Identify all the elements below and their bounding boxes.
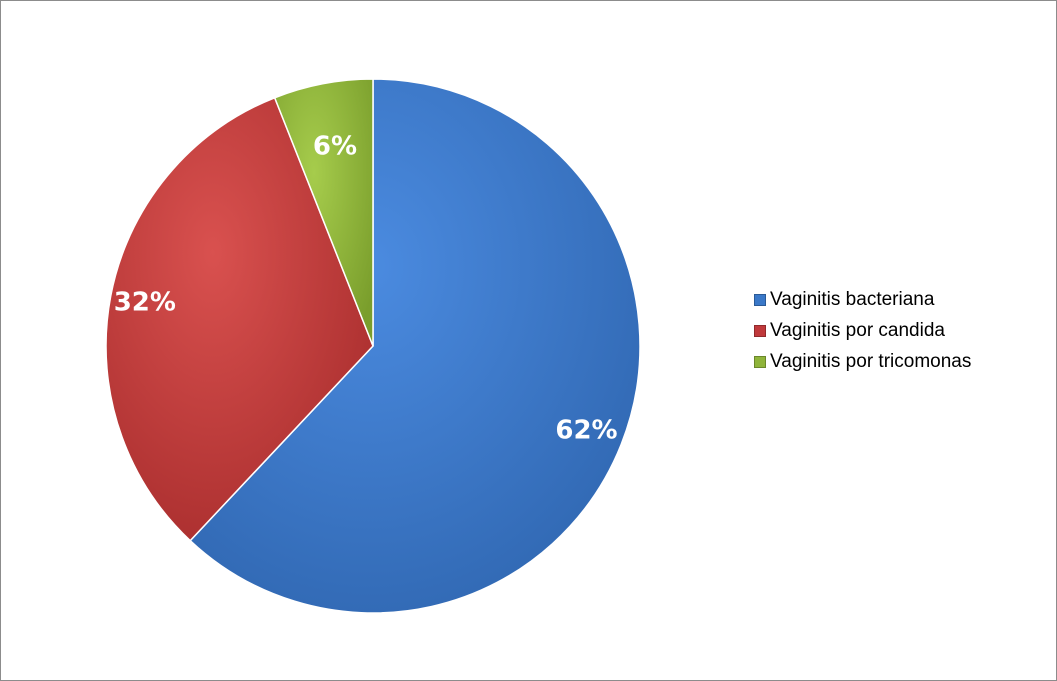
legend-label: Vaginitis bacteriana [770, 288, 935, 310]
legend-swatch [754, 293, 766, 306]
pie-slice [273, 78, 374, 347]
legend-item: Vaginitis bacteriana [754, 284, 971, 315]
legend-item: Vaginitis por tricomonas [754, 346, 971, 377]
data-label: 6% [313, 132, 357, 162]
legend-swatch [754, 324, 766, 337]
data-label: 32% [114, 287, 176, 317]
legend-label: Vaginitis por tricomonas [770, 350, 972, 372]
pie-slice [189, 78, 641, 614]
legend: Vaginitis bacteriana Vaginitis por candid… [754, 284, 971, 377]
legend-item: Vaginitis por candida [754, 315, 971, 346]
legend-swatch [754, 355, 766, 368]
legend-label: Vaginitis por candida [770, 319, 945, 341]
data-label: 62% [555, 416, 617, 446]
pie-slice [105, 96, 374, 542]
